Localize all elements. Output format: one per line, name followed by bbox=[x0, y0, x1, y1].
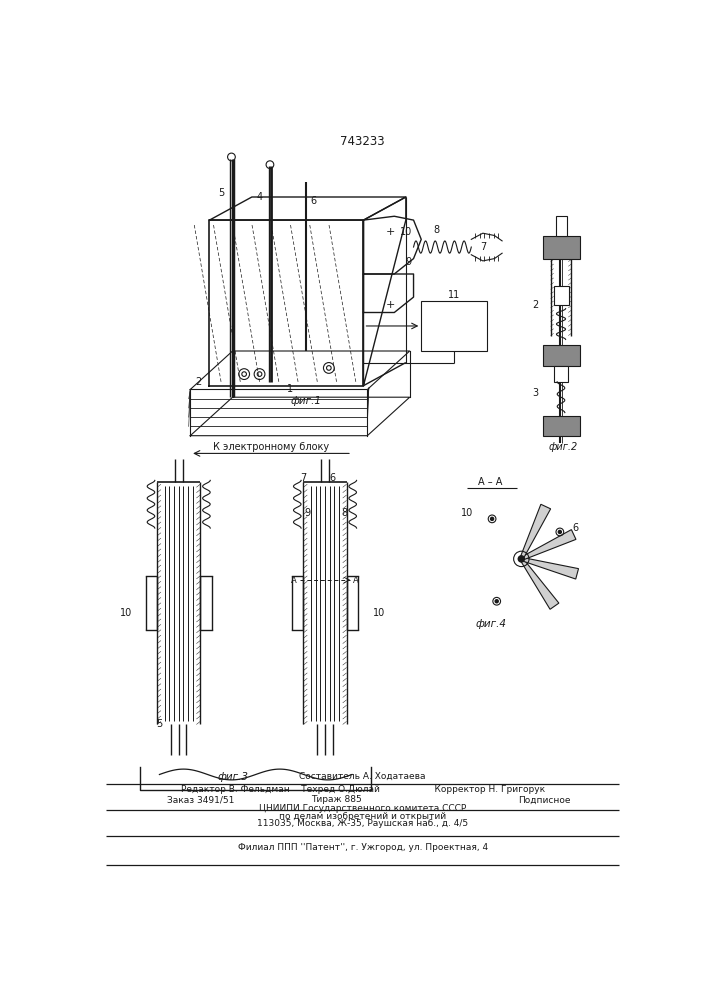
Text: ЦНИИПИ Государственного комитета СССР: ЦНИИПИ Государственного комитета СССР bbox=[259, 804, 467, 813]
Text: 9: 9 bbox=[304, 508, 310, 518]
Bar bbox=[554, 366, 568, 382]
Circle shape bbox=[518, 556, 525, 562]
Text: 8: 8 bbox=[433, 225, 440, 235]
Text: +: + bbox=[386, 227, 395, 237]
Bar bbox=[421, 301, 486, 351]
Text: +: + bbox=[386, 300, 395, 310]
Text: 1: 1 bbox=[287, 384, 293, 394]
Circle shape bbox=[495, 600, 498, 603]
Text: 9: 9 bbox=[405, 257, 411, 267]
Text: А – А: А – А bbox=[479, 477, 503, 487]
Text: 3: 3 bbox=[532, 388, 538, 398]
Text: фиг.2: фиг.2 bbox=[549, 442, 578, 452]
Polygon shape bbox=[520, 504, 551, 560]
Text: 743233: 743233 bbox=[340, 135, 385, 148]
Text: 6: 6 bbox=[329, 473, 336, 483]
Text: 10: 10 bbox=[399, 227, 412, 237]
Text: 5: 5 bbox=[218, 188, 224, 198]
Text: фиг.1: фиг.1 bbox=[291, 396, 321, 406]
Text: фиг.4: фиг.4 bbox=[475, 619, 506, 629]
Bar bbox=[543, 345, 580, 366]
Text: Тираж 885: Тираж 885 bbox=[311, 795, 362, 804]
Text: 11: 11 bbox=[448, 290, 460, 300]
Text: Заказ 3491/51: Заказ 3491/51 bbox=[167, 795, 235, 804]
Text: Редактор В. Фельдман    Техред О.Дюлай                   Корректор Н. Григорук: Редактор В. Фельдман Техред О.Дюлай Корр… bbox=[181, 785, 545, 794]
Text: А: А bbox=[291, 576, 297, 585]
Polygon shape bbox=[520, 530, 576, 560]
Text: 6: 6 bbox=[572, 523, 578, 533]
Text: Составитель А. Ходатаева: Составитель А. Ходатаева bbox=[300, 772, 426, 781]
Text: 10: 10 bbox=[120, 608, 132, 618]
Text: 8: 8 bbox=[341, 508, 347, 518]
Polygon shape bbox=[521, 557, 578, 579]
Text: по делам изобретений и открытий: по делам изобретений и открытий bbox=[279, 812, 446, 821]
Text: 10: 10 bbox=[373, 608, 385, 618]
Circle shape bbox=[491, 517, 493, 520]
Text: 7: 7 bbox=[480, 242, 486, 252]
Text: А: А bbox=[353, 576, 358, 585]
Text: фиг.3: фиг.3 bbox=[217, 772, 248, 782]
Text: 7: 7 bbox=[300, 473, 307, 483]
Text: 2: 2 bbox=[532, 300, 538, 310]
Bar bbox=[556, 216, 567, 235]
Bar bbox=[554, 286, 569, 305]
Circle shape bbox=[559, 530, 561, 533]
Text: 4: 4 bbox=[257, 192, 262, 202]
Text: 2: 2 bbox=[195, 377, 201, 387]
Text: Подписное: Подписное bbox=[518, 795, 571, 804]
Text: 113035, Москва, Ж-35, Раушская наб., д. 4/5: 113035, Москва, Ж-35, Раушская наб., д. … bbox=[257, 819, 468, 828]
Polygon shape bbox=[520, 558, 559, 609]
Text: 6: 6 bbox=[310, 196, 317, 206]
Text: Филиал ППП ''Патент'', г. Ужгород, ул. Проектная, 4: Филиал ППП ''Патент'', г. Ужгород, ул. П… bbox=[238, 843, 488, 852]
Bar bbox=[543, 235, 580, 259]
Text: 5: 5 bbox=[156, 719, 163, 729]
Text: 10: 10 bbox=[461, 508, 474, 518]
Bar bbox=[543, 416, 580, 436]
Text: К электронному блоку: К электронному блоку bbox=[213, 442, 329, 452]
